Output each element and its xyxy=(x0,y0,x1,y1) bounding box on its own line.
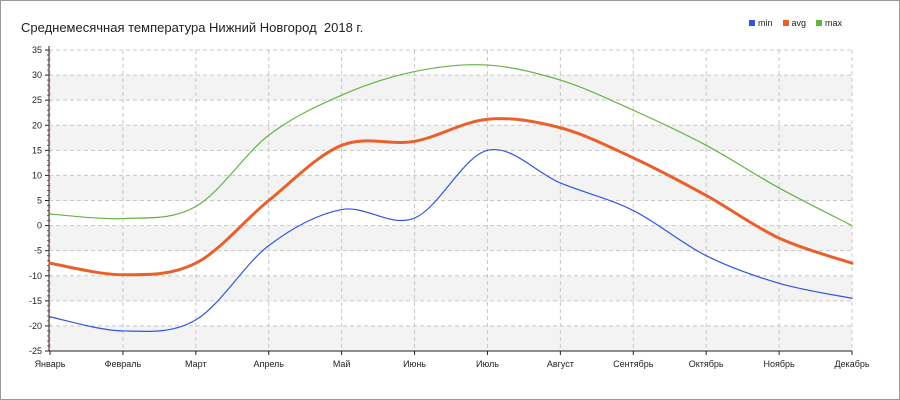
x-tick-label: Август xyxy=(547,359,574,369)
x-tick-label: Декабрь xyxy=(834,359,869,369)
y-tick-label: 5 xyxy=(37,196,42,206)
series-line-min xyxy=(49,148,853,333)
legend-label-min: min xyxy=(758,18,773,28)
y-tick-label: 10 xyxy=(32,170,42,180)
y-tick-label: 15 xyxy=(32,145,42,155)
y-tick-label: -25 xyxy=(29,346,42,356)
plot-band xyxy=(49,150,852,176)
plot-band xyxy=(49,200,852,226)
series-line-max xyxy=(49,64,853,227)
plot-band xyxy=(49,50,852,76)
y-tick-label: 30 xyxy=(32,70,42,80)
y-tick-label: 0 xyxy=(37,221,42,231)
y-tick-label: -15 xyxy=(29,296,42,306)
y-tick-label: -10 xyxy=(29,271,42,281)
x-tick-label: Ноябрь xyxy=(763,359,795,369)
x-tick-label: Июль xyxy=(476,359,499,369)
legend-label-max: max xyxy=(825,18,843,28)
legend-swatch-max xyxy=(816,20,823,26)
plot-band xyxy=(49,175,852,201)
plot-band xyxy=(49,275,852,301)
plot-band xyxy=(49,100,852,126)
plot-band xyxy=(49,300,852,326)
legend-item-max: max xyxy=(816,18,842,28)
y-tick-label: -20 xyxy=(29,321,42,331)
legend-item-min: min xyxy=(749,18,773,28)
chart-title: Среднемесячная температура Нижний Новгор… xyxy=(21,20,364,35)
legend: min avg max xyxy=(749,18,842,28)
x-tick-label: Апрель xyxy=(253,359,284,369)
x-tick-label: Октябрь xyxy=(689,359,724,369)
plot-band xyxy=(49,250,852,276)
series-line-avg xyxy=(48,117,854,277)
x-tick-label: Январь xyxy=(35,359,66,369)
x-tick-label: Май xyxy=(333,359,351,369)
legend-swatch-avg xyxy=(782,20,789,26)
plot-band xyxy=(49,325,852,351)
x-tick-label: Июнь xyxy=(403,359,426,369)
plot-band xyxy=(49,225,852,251)
legend-label-avg: avg xyxy=(791,18,807,28)
y-tick-label: 35 xyxy=(32,45,42,55)
plot-band xyxy=(49,75,852,101)
x-tick-label: Март xyxy=(185,359,207,369)
legend-item-avg: avg xyxy=(782,18,807,28)
x-tick-label: Февраль xyxy=(105,359,142,369)
y-tick-label: 20 xyxy=(32,120,42,130)
legend-swatch-min xyxy=(749,20,755,26)
x-tick-label: Сентябрь xyxy=(613,359,654,369)
y-tick-label: 25 xyxy=(32,95,42,105)
y-tick-label: -5 xyxy=(34,246,42,256)
